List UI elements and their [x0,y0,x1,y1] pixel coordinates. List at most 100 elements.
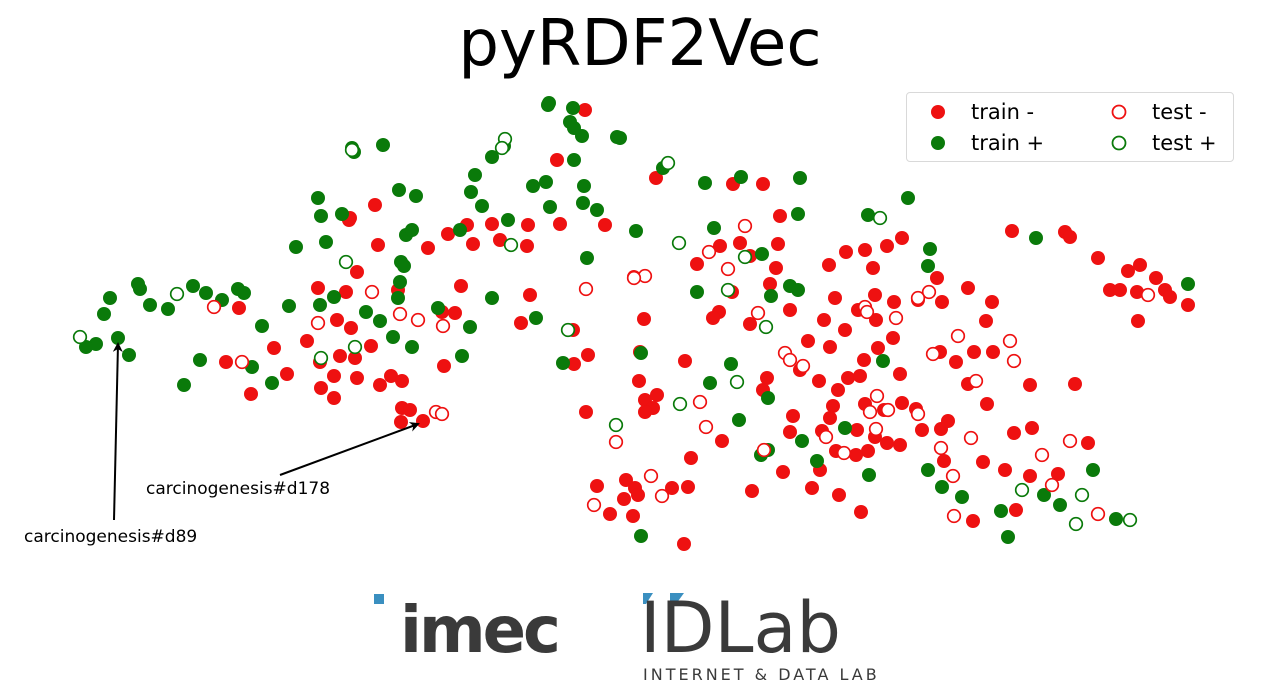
legend-label: train + [971,131,1045,155]
data-point [371,238,385,252]
data-point [177,378,191,392]
data-point [737,218,753,234]
data-point [854,505,868,519]
imec-logo-dot [374,594,384,604]
data-point [581,348,595,362]
data-point [895,396,909,410]
legend-item-test-pos: test + [1110,128,1217,158]
data-point [776,465,790,479]
data-point [805,481,819,495]
data-point [1149,271,1163,285]
data-point [1133,258,1147,272]
data-point [795,434,809,448]
data-point [560,322,576,338]
data-point [282,299,296,313]
data-point [921,463,935,477]
legend-label: test + [1152,131,1217,155]
data-point [967,345,981,359]
data-point [826,399,840,413]
data-point [941,414,955,428]
data-point [637,312,651,326]
data-point [743,317,757,331]
data-point [698,419,714,435]
data-point [1025,421,1039,435]
data-point [1001,530,1015,544]
data-point [1063,230,1077,244]
data-point [454,279,468,293]
data-point [608,434,624,450]
data-point [1130,285,1144,299]
data-point [550,153,564,167]
data-point [998,463,1012,477]
data-point [872,210,888,226]
data-point [858,243,872,257]
data-point [300,334,314,348]
data-point [393,275,407,289]
idlab-logo-text: IDLab [640,587,841,669]
data-point [895,231,909,245]
data-point [619,473,633,487]
data-point [311,281,325,295]
data-point [1005,224,1019,238]
data-point [862,468,876,482]
data-point [590,203,604,217]
legend-item-train-neg: train - [929,97,1034,127]
data-point [681,480,695,494]
data-point [143,298,157,312]
annotation-label-d178: carcinogenesis#d178 [146,479,330,499]
data-point [567,153,581,167]
data-point [893,367,907,381]
data-point [782,352,798,368]
data-point [758,319,774,335]
data-point [701,244,717,260]
data-point [886,331,900,345]
data-point [364,339,378,353]
data-point [206,299,222,315]
data-point [576,196,590,210]
data-point [330,313,344,327]
data-point [1113,283,1127,297]
data-point [314,381,328,395]
data-point [634,346,648,360]
data-point [665,481,679,495]
data-point [319,235,333,249]
legend-label: train - [971,100,1035,124]
data-point [745,484,759,498]
data-point [455,349,469,363]
data-point [935,480,949,494]
data-point [715,434,729,448]
data-point [729,374,745,390]
data-point [980,397,994,411]
series-trainneg [219,103,1195,551]
data-point [690,285,704,299]
data-point [921,284,937,300]
data-point [773,209,787,223]
data-point [678,354,692,368]
data-point [395,374,409,388]
data-point [448,306,462,320]
data-point [97,307,111,321]
data-point [556,356,570,370]
data-point [839,245,853,259]
data-point [861,444,875,458]
data-point [348,351,362,365]
data-point [186,279,200,293]
data-point [431,301,445,315]
data-point [265,376,279,390]
data-point [910,406,926,422]
data-point [831,383,845,397]
data-point [985,295,999,309]
data-point [405,340,419,354]
series-testpos [72,131,1138,532]
footer-logos: imec IDLab INTERNET & DATA LAB [374,587,877,684]
annotations: carcinogenesis#d178 carcinogenesis#d89 [24,342,420,547]
data-point [832,488,846,502]
data-point [660,155,676,171]
data-point [514,316,528,330]
data-point [649,171,663,185]
legend-marker-hollow-red [1111,104,1127,120]
data-point [364,284,380,300]
data-point [763,277,777,291]
data-point [857,353,871,367]
data-point [946,508,962,524]
